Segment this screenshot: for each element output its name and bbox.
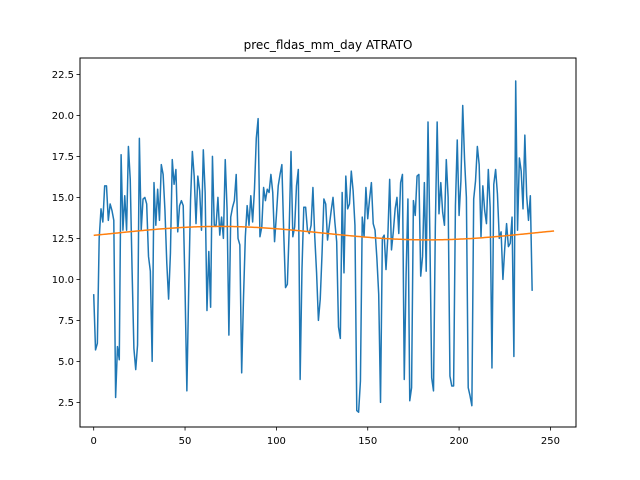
y-tick-label: 10.0 [52,275,74,286]
y-tick-label: 20.0 [52,111,74,122]
series-line-precipitation [92,80,533,413]
series-layer [92,80,555,413]
y-tick-label: 2.5 [58,398,74,409]
y-tick-label: 12.5 [52,234,74,245]
x-tick-label: 150 [358,436,377,447]
series-line-trend [93,225,555,241]
y-axis: 2.5 5.0 7.5 10.0 12.5 15.0 17.5 20.0 22.5 [52,70,80,409]
x-tick-label: 250 [541,436,560,447]
y-tick-label: 22.5 [52,70,74,81]
plot-frame [79,57,577,428]
x-axis: 0 50 100 150 200 250 [91,427,560,447]
x-tick-label: 0 [91,436,97,447]
y-tick-label: 17.5 [52,152,74,163]
y-tick-label: 7.5 [58,316,74,327]
y-tick-label: 15.0 [52,193,74,204]
x-tick-label: 100 [267,436,286,447]
chart-title: prec_fldas_mm_day ATRATO [244,38,413,52]
x-tick-label: 50 [179,436,192,447]
y-tick-label: 5.0 [58,357,74,368]
x-tick-label: 200 [450,436,469,447]
